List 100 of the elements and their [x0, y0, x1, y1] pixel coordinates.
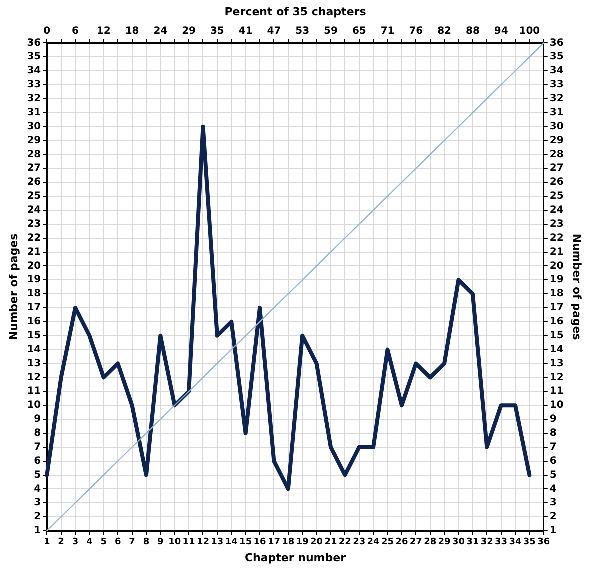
- y-tick-label: 25: [27, 191, 42, 202]
- y-tick-label: 30: [27, 121, 42, 132]
- x-tick-label: 27: [410, 538, 422, 548]
- y2-axis-title: Number of pages: [570, 234, 584, 341]
- y2-tick-label: 25: [550, 191, 564, 202]
- x2-tick-label: 47: [267, 26, 282, 37]
- x2-tick-label: 18: [125, 26, 140, 37]
- y2-tick-label: 27: [550, 163, 564, 174]
- x2-tick-label: 24: [154, 26, 168, 37]
- y-tick-label: 1: [34, 526, 42, 537]
- x-tick-label: 24: [367, 538, 380, 548]
- x2-tick-label: 0: [44, 26, 51, 37]
- y2-tick-label: 24: [550, 205, 564, 216]
- y2-tick-label: 18: [550, 288, 564, 300]
- y-tick-label: 11: [27, 386, 42, 398]
- y-axis-title: Number of pages: [7, 233, 20, 340]
- x-tick-label: 26: [396, 538, 408, 548]
- y-tick-label: 8: [34, 428, 42, 440]
- y2-tick-label: 3: [550, 498, 557, 509]
- y-tick-label: 3: [34, 498, 42, 509]
- x-tick-label: 29: [438, 538, 451, 548]
- y2-tick-label: 2: [550, 512, 557, 523]
- x-tick-label: 25: [381, 538, 394, 548]
- y2-tick-label: 26: [550, 177, 564, 188]
- y-tick-label: 19: [27, 274, 42, 286]
- y2-tick-label: 22: [550, 232, 564, 244]
- x2-tick-label: 71: [380, 26, 395, 37]
- y2-tick-label: 32: [550, 94, 564, 105]
- y2-tick-label: 10: [550, 400, 564, 412]
- y-tick-label: 20: [27, 260, 42, 272]
- x2-tick-label: 53: [296, 26, 310, 37]
- y2-tick-label: 34: [550, 66, 564, 77]
- x-tick-label: 28: [424, 538, 437, 548]
- x-tick-label: 10: [168, 538, 182, 548]
- y2-tick-label: 6: [550, 456, 557, 467]
- x2-tick-label: 59: [324, 26, 338, 37]
- y-tick-label: 23: [27, 218, 42, 230]
- y2-tick-label: 5: [550, 470, 557, 481]
- x-tick-label: 6: [114, 538, 122, 548]
- y2-tick-label: 1: [550, 526, 557, 537]
- x2-tick-label: 65: [352, 26, 366, 37]
- y2-tick-label: 14: [550, 344, 564, 356]
- y2-tick-label: 8: [550, 428, 557, 440]
- y-tick-label: 12: [27, 372, 42, 384]
- x2-tick-label: 100: [519, 26, 540, 37]
- y-tick-label: 33: [27, 80, 42, 91]
- x-tick-label: 34: [509, 538, 522, 548]
- y2-tick-label: 33: [550, 80, 564, 91]
- x-tick-label: 14: [225, 538, 238, 548]
- y2-tick-label: 19: [550, 274, 564, 286]
- y-tick-label: 24: [27, 205, 42, 216]
- x2-tick-label: 6: [72, 26, 80, 37]
- y2-tick-label: 17: [550, 302, 564, 314]
- x-tick-label: 11: [182, 538, 196, 548]
- x-axis-title: Chapter number: [244, 551, 347, 564]
- y-tick-label: 14: [27, 344, 42, 356]
- y2-tick-label: 28: [550, 149, 564, 160]
- x-tick-label: 15: [240, 538, 252, 548]
- y2-tick-label: 16: [550, 316, 564, 328]
- y2-tick-label: 20: [550, 260, 564, 272]
- y-tick-label: 6: [34, 456, 42, 467]
- y2-tick-label: 30: [550, 121, 564, 132]
- x2-tick-label: 35: [210, 26, 224, 37]
- y-tick-label: 26: [27, 177, 42, 188]
- x-tick-label: 17: [268, 538, 280, 548]
- x-tick-label: 3: [72, 538, 79, 548]
- y-tick-label: 28: [27, 149, 42, 160]
- y2-tick-label: 15: [550, 330, 564, 342]
- y2-tick-label: 11: [550, 386, 564, 398]
- x2-tick-label: 29: [182, 26, 196, 37]
- x2-tick-label: 76: [409, 26, 424, 37]
- x-tick-label: 9: [158, 538, 164, 548]
- y-tick-label: 4: [34, 484, 42, 495]
- y-tick-label: 15: [27, 330, 42, 342]
- x-tick-label: 30: [452, 538, 465, 548]
- y-tick-label: 34: [27, 66, 42, 77]
- x-tick-label: 12: [196, 538, 210, 548]
- x-tick-label: 19: [296, 538, 309, 548]
- x-tick-label: 4: [86, 538, 93, 548]
- x-tick-label: 36: [538, 538, 550, 548]
- y-tick-label: 32: [27, 94, 42, 105]
- x-tick-label: 16: [254, 538, 266, 548]
- x-tick-label: 2: [58, 538, 64, 548]
- y2-tick-label: 21: [550, 246, 564, 258]
- y-tick-label: 18: [27, 288, 42, 300]
- x-tick-label: 33: [495, 538, 508, 548]
- y2-tick-label: 13: [550, 358, 564, 370]
- x-tick-label: 22: [338, 538, 352, 548]
- x2-tick-label: 12: [96, 26, 111, 37]
- y2-tick-label: 12: [550, 372, 564, 384]
- y-tick-label: 36: [27, 38, 42, 49]
- x-tick-label: 21: [324, 538, 338, 548]
- y2-tick-label: 23: [550, 218, 564, 230]
- x-tick-label: 31: [466, 538, 480, 548]
- y-tick-label: 31: [27, 107, 42, 118]
- y2-tick-label: 31: [550, 107, 564, 118]
- y2-tick-label: 4: [550, 484, 557, 495]
- y2-tick-label: 7: [550, 442, 557, 453]
- y2-tick-label: 29: [550, 135, 564, 146]
- x2-tick-label: 41: [238, 26, 253, 37]
